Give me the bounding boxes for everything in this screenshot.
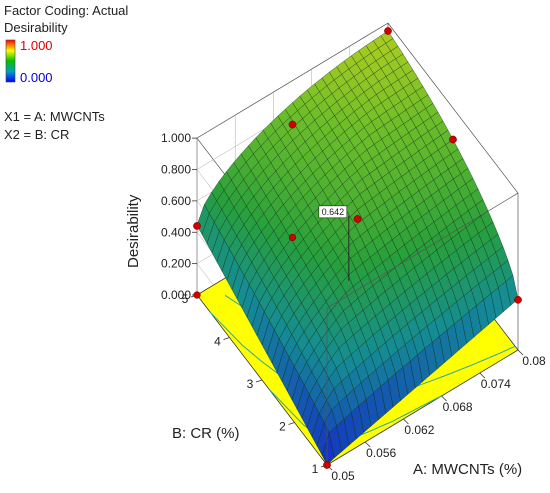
z-tick-label: 0.800 — [161, 163, 191, 177]
legend-max-label: 1.000 — [20, 38, 53, 53]
y-tick-label: 1 — [312, 462, 319, 476]
axes: 0.05 0.056 0.062 0.068 0.074 0.08 1 2 3 4 50.000 0.… — [161, 131, 546, 483]
legend-title-line2: Desirability — [4, 20, 68, 35]
y-tick-label: 4 — [214, 335, 221, 349]
response-surface — [196, 30, 519, 466]
y-tick — [223, 337, 230, 340]
x-tick — [517, 349, 524, 356]
surface-cell — [321, 432, 335, 466]
design-point — [514, 295, 522, 304]
x-tick-label: 0.068 — [443, 400, 473, 414]
x-tick — [479, 372, 486, 379]
legend-title-line1: Factor Coding: Actual — [4, 3, 128, 18]
design-point — [323, 461, 331, 469]
design-point — [449, 135, 457, 144]
x-tick — [364, 441, 371, 448]
z-tick-label: 0.200 — [161, 257, 191, 271]
design-points: 0.642 — [193, 27, 522, 469]
z-tick-label: 0.600 — [161, 194, 191, 208]
flag-value-label: 0.642 — [322, 207, 345, 217]
z-tick-label: 0.400 — [161, 225, 191, 239]
x-tick-label: 0.062 — [404, 423, 434, 437]
x-tick-label: 0.074 — [481, 377, 511, 391]
box-edge — [326, 22, 519, 309]
y-tick — [255, 379, 263, 383]
design-point — [353, 215, 362, 223]
y-tick-label: 2 — [279, 420, 286, 434]
flag-box — [318, 205, 348, 219]
x-tick-label: 0.08 — [522, 354, 546, 368]
z-tick-label: 1.000 — [161, 131, 191, 145]
x-tick — [403, 418, 409, 425]
y-tick — [288, 422, 295, 425]
floor-point — [193, 291, 201, 299]
x-tick-label: 0.05 — [331, 469, 355, 483]
legend-factor1: X1 = A: MWCNTs — [4, 109, 105, 124]
y-tick-label: 5 — [182, 292, 189, 306]
design-point — [384, 27, 392, 35]
x-tick — [441, 395, 447, 402]
legend-min-label: 0.000 — [20, 70, 53, 85]
x-axis-title: A: MWCNTs (%) — [413, 461, 522, 478]
design-point — [193, 222, 201, 230]
y-axis-title: B: CR (%) — [172, 425, 240, 442]
floor-point — [288, 233, 297, 242]
z-axis-title: Desirability — [125, 194, 142, 268]
z-tick-label: 0.000 — [161, 288, 191, 302]
design-point — [288, 120, 297, 129]
legend-factor2: X2 = B: CR — [4, 127, 69, 142]
plot-box-front — [326, 22, 519, 465]
y-tick-label: 3 — [247, 377, 254, 391]
legend-color-bar — [5, 39, 16, 83]
x-tick-label: 0.056 — [366, 446, 396, 460]
